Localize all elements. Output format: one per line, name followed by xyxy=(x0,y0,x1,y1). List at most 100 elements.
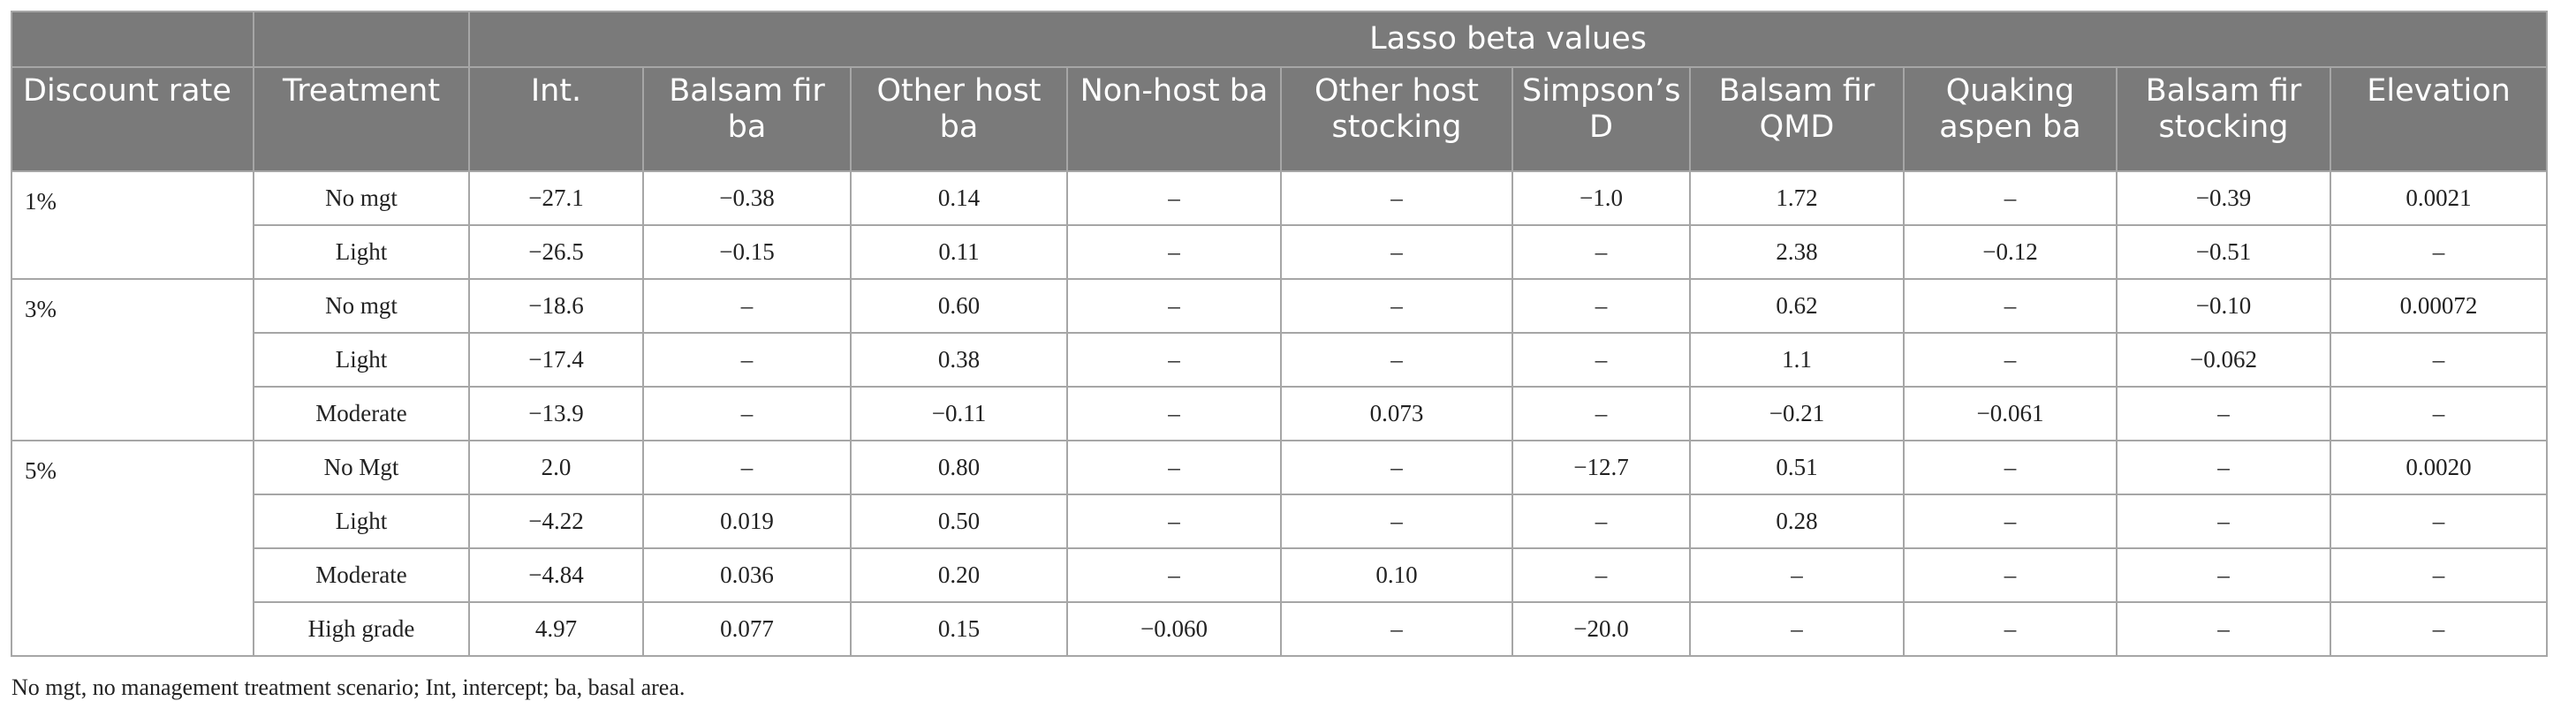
beta-value-cell: 0.51 xyxy=(1689,440,1905,495)
beta-value-cell: – xyxy=(2329,332,2549,388)
beta-value-cell: 0.0021 xyxy=(2329,170,2549,226)
lasso-beta-table-container: Lasso beta values Discount rate Treatment… xyxy=(11,11,2549,701)
beta-value-cell: 0.38 xyxy=(850,332,1068,388)
beta-value-cell: 2.38 xyxy=(1689,224,1905,280)
beta-value-cell: – xyxy=(1903,278,2118,334)
beta-value-cell: −4.84 xyxy=(468,547,644,603)
beta-value-cell: – xyxy=(1066,278,1282,334)
treatment-cell: Light xyxy=(253,332,470,388)
beta-value-cell: – xyxy=(2329,386,2549,441)
beta-value-cell: −0.061 xyxy=(1903,386,2118,441)
table-row: High grade 4.97 0.077 0.15 −0.060– −20.0– – – – xyxy=(11,601,2549,657)
beta-value-cell: – xyxy=(2116,386,2331,441)
table-body: 1% No mgt −27.1 −0.38 0.14– – −1.0 1.72– −0.39 0.… xyxy=(11,170,2549,657)
column-header: Simpson’s D xyxy=(1512,66,1691,172)
treatment-cell: Moderate xyxy=(253,386,470,441)
table-header: Lasso beta values Discount rate Treatment… xyxy=(11,11,2549,172)
beta-value-cell: 0.036 xyxy=(642,547,852,603)
column-header-row: Discount rate Treatment Int. Balsam fir ba O… xyxy=(11,66,2549,172)
beta-value-cell: 0.20 xyxy=(850,547,1068,603)
column-header: Other host stocking xyxy=(1280,66,1513,172)
beta-value-cell: 1.72 xyxy=(1689,170,1905,226)
beta-value-cell: 0.80 xyxy=(850,440,1068,495)
beta-value-cell: 0.14 xyxy=(850,170,1068,226)
beta-value-cell: 0.019 xyxy=(642,494,852,549)
discount-rate-cell: 1% xyxy=(11,170,254,280)
beta-value-cell: – xyxy=(1903,547,2118,603)
group-header-lasso: Lasso beta values xyxy=(467,11,2549,68)
beta-value-cell: 0.077 xyxy=(642,601,852,657)
beta-value-cell: – xyxy=(1280,170,1513,226)
beta-value-cell: – xyxy=(1280,494,1513,549)
beta-value-cell: – xyxy=(642,386,852,441)
discount-rate-cell: 5% xyxy=(11,440,254,657)
beta-value-cell: 0.15 xyxy=(850,601,1068,657)
beta-value-cell: −0.11 xyxy=(850,386,1068,441)
beta-value-cell: 1.1 xyxy=(1689,332,1905,388)
treatment-cell: No Mgt xyxy=(253,440,470,495)
beta-value-cell: 0.11 xyxy=(850,224,1068,280)
beta-value-cell: – xyxy=(1689,547,1905,603)
beta-value-cell: – xyxy=(1066,170,1282,226)
beta-value-cell: – xyxy=(1066,547,1282,603)
header-empty-cell xyxy=(11,11,254,68)
beta-value-cell: – xyxy=(1512,332,1691,388)
beta-value-cell: −0.15 xyxy=(642,224,852,280)
treatment-cell: No mgt xyxy=(253,170,470,226)
beta-value-cell: −13.9 xyxy=(468,386,644,441)
beta-value-cell: – xyxy=(642,332,852,388)
beta-value-cell: −0.062 xyxy=(2116,332,2331,388)
beta-value-cell: −27.1 xyxy=(468,170,644,226)
beta-value-cell: −12.7 xyxy=(1512,440,1691,495)
beta-value-cell: – xyxy=(1903,440,2118,495)
beta-value-cell: – xyxy=(1903,170,2118,226)
column-header: Balsam fir ba xyxy=(642,66,852,172)
beta-value-cell: – xyxy=(642,278,852,334)
beta-value-cell: −17.4 xyxy=(468,332,644,388)
beta-value-cell: – xyxy=(1280,332,1513,388)
column-header: Other host ba xyxy=(850,66,1068,172)
column-header: Int. xyxy=(468,66,644,172)
beta-value-cell: – xyxy=(642,440,852,495)
beta-value-cell: – xyxy=(1280,224,1513,280)
beta-value-cell: −1.0 xyxy=(1512,170,1691,226)
header-empty-cell xyxy=(253,11,470,68)
treatment-cell: Light xyxy=(253,224,470,280)
treatment-cell: High grade xyxy=(253,601,470,657)
beta-value-cell: – xyxy=(1280,278,1513,334)
table-row: 5% No Mgt 2.0–0.80– – −12.7 0.51– –0.0020 xyxy=(11,440,2549,657)
table-row: Moderate −4.84 0.036 0.20–0.10– – – – – xyxy=(11,547,2549,603)
beta-value-cell: 0.50 xyxy=(850,494,1068,549)
beta-value-cell: – xyxy=(1280,440,1513,495)
beta-value-cell: 0.00072 xyxy=(2329,278,2549,334)
beta-value-cell: −0.21 xyxy=(1689,386,1905,441)
treatment-cell: Moderate xyxy=(253,547,470,603)
table-row: Light −26.5 −0.15 0.11– – –2.38 −0.12 −0.51– xyxy=(11,224,2549,280)
column-header: Balsam fir stocking xyxy=(2116,66,2331,172)
beta-value-cell: – xyxy=(1903,332,2118,388)
beta-value-cell: – xyxy=(2329,494,2549,549)
lasso-beta-table: Lasso beta values Discount rate Treatment… xyxy=(11,11,2549,701)
column-header: Elevation xyxy=(2329,66,2549,172)
beta-value-cell: −0.51 xyxy=(2116,224,2331,280)
beta-value-cell: – xyxy=(1512,224,1691,280)
column-header: Treatment xyxy=(253,66,470,172)
column-header: Discount rate xyxy=(11,66,254,172)
beta-value-cell: – xyxy=(1280,601,1513,657)
beta-value-cell: −4.22 xyxy=(468,494,644,549)
beta-value-cell: 0.073 xyxy=(1280,386,1513,441)
beta-value-cell: – xyxy=(1512,494,1691,549)
beta-value-cell: – xyxy=(1512,547,1691,603)
beta-value-cell: −0.39 xyxy=(2116,170,2331,226)
beta-value-cell: −18.6 xyxy=(468,278,644,334)
table-row: Light −17.4–0.38– – –1.1– −0.062– xyxy=(11,332,2549,388)
beta-value-cell: – xyxy=(1903,601,2118,657)
table-row: Light −4.22 0.019 0.50– – –0.28– – – xyxy=(11,494,2549,549)
table-row: 1% No mgt −27.1 −0.38 0.14– – −1.0 1.72– −0.39 0.… xyxy=(11,170,2549,280)
beta-value-cell: – xyxy=(2329,224,2549,280)
beta-value-cell: – xyxy=(1066,440,1282,495)
table-row: Moderate −13.9– −0.11–0.073– −0.21 −0.061– – xyxy=(11,386,2549,441)
table-row: 3% No mgt −18.6–0.60– – –0.62– −0.10 0.00072 xyxy=(11,278,2549,441)
column-header: Balsam fir QMD xyxy=(1689,66,1905,172)
beta-value-cell: – xyxy=(1689,601,1905,657)
